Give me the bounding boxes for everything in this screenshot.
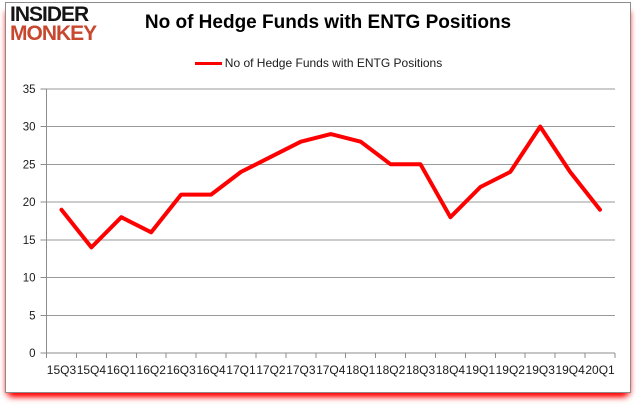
svg-text:15: 15	[23, 235, 36, 247]
insider-monkey-logo: INSIDER MONKEY	[10, 2, 97, 46]
svg-text:10: 10	[23, 273, 36, 285]
chart-frame	[5, 2, 631, 393]
svg-text:19Q4: 19Q4	[555, 363, 585, 377]
svg-text:17Q2: 17Q2	[256, 363, 286, 377]
svg-text:5: 5	[29, 310, 35, 322]
svg-text:16Q3: 16Q3	[166, 363, 196, 377]
svg-text:35: 35	[23, 84, 36, 96]
svg-text:16Q4: 16Q4	[196, 363, 226, 377]
svg-text:17Q4: 17Q4	[316, 363, 346, 377]
svg-text:15Q4: 15Q4	[77, 363, 107, 377]
svg-text:19Q1: 19Q1	[466, 363, 496, 377]
chart-legend: No of Hedge Funds with ENTG Positions	[0, 56, 637, 70]
svg-text:20: 20	[23, 197, 36, 209]
logo-insider-text: INSIDER	[10, 2, 89, 27]
svg-text:16Q2: 16Q2	[137, 363, 167, 377]
legend-label: No of Hedge Funds with ENTG Positions	[224, 56, 443, 70]
svg-text:18Q3: 18Q3	[406, 363, 436, 377]
logo-monkey-text: MONKEY	[10, 21, 97, 46]
svg-text:19Q3: 19Q3	[526, 363, 556, 377]
svg-text:17Q3: 17Q3	[286, 363, 316, 377]
chart-title: No of Hedge Funds with ENTG Positions	[144, 12, 512, 33]
svg-text:19Q2: 19Q2	[496, 363, 526, 377]
svg-text:25: 25	[23, 159, 36, 171]
svg-text:16Q1: 16Q1	[107, 363, 137, 377]
svg-text:20Q1: 20Q1	[585, 363, 615, 377]
svg-text:18Q2: 18Q2	[376, 363, 406, 377]
svg-text:15Q3: 15Q3	[47, 363, 77, 377]
svg-text:0: 0	[29, 348, 35, 360]
svg-text:30: 30	[23, 122, 36, 134]
svg-text:18Q1: 18Q1	[346, 363, 376, 377]
legend-line-swatch	[194, 61, 222, 65]
svg-text:18Q4: 18Q4	[436, 363, 466, 377]
svg-text:17Q1: 17Q1	[226, 363, 256, 377]
